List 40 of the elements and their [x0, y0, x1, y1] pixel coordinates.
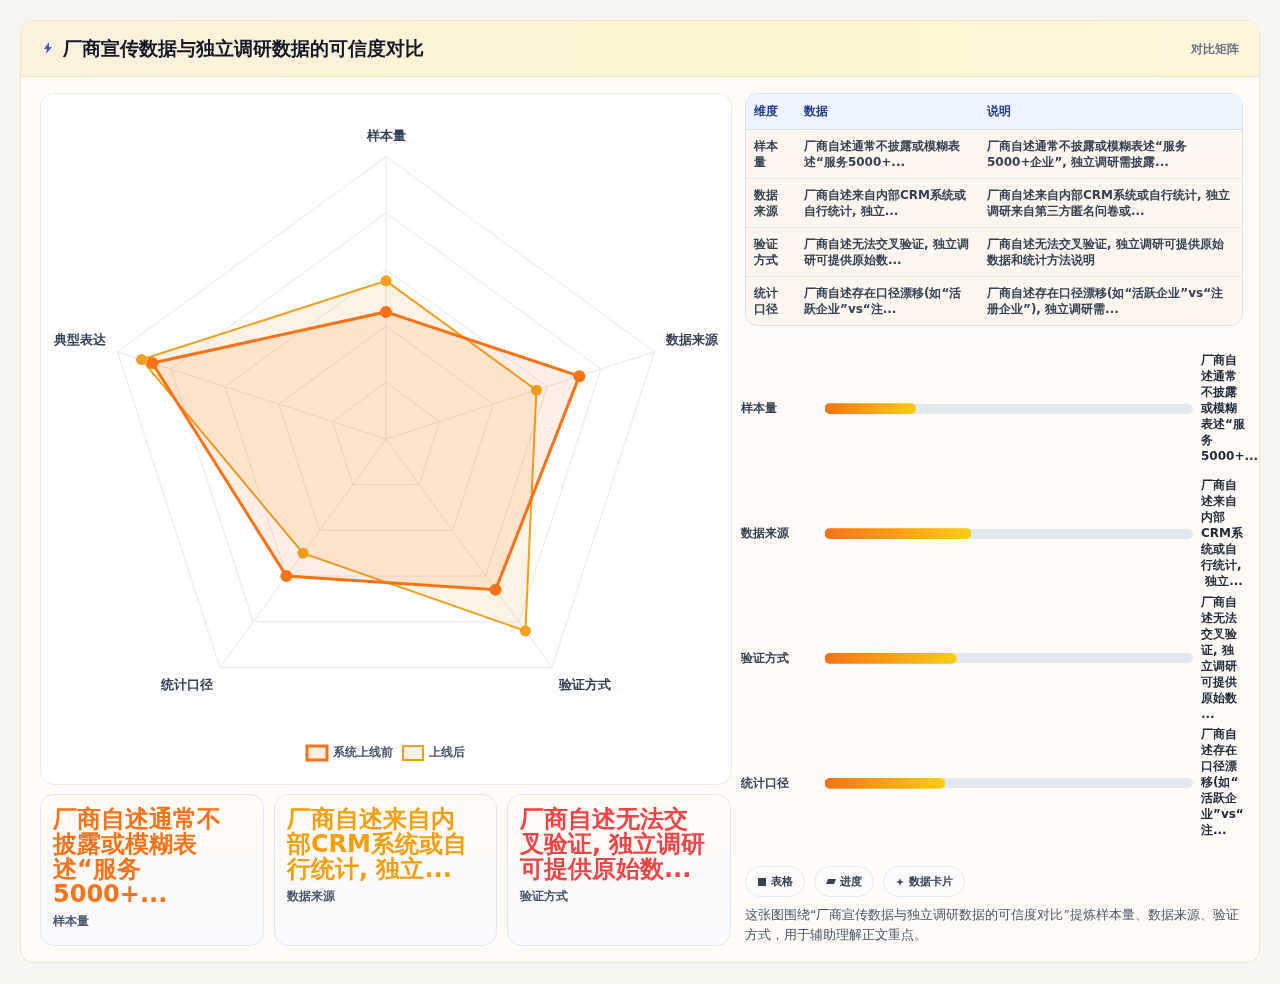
text: 验证方式	[520, 888, 569, 904]
text: 厂商自述通常不披露或模糊表述“服务5000+企业”, 独立调研需披露...	[979, 129, 1242, 179]
text: 进度	[814, 866, 874, 897]
text: 厂商宣传数据与独立调研数据的可信度对比	[63, 36, 424, 61]
text: 这张图围绕“厂商宣传数据与独立调研数据的可信度对比”提炼样本量、数据来源、验证方式，用于辅助理解正文重点。	[745, 906, 1240, 944]
text: 厂商自述存在口径漂移(如“活跃企业”vs“注册企业”), 独立调研需...	[986, 285, 1225, 318]
spoke-label: 样本量	[365, 128, 406, 144]
legend-label: 系统上线前	[332, 745, 393, 760]
y-tick-label: 数据来源	[740, 525, 790, 540]
bar	[825, 403, 916, 414]
text: 厂商自述通常不披露或模糊表述“服务5000+...	[1200, 352, 1259, 463]
text: 厂商自述通常不披露或模糊表述“服务5000+...	[53, 805, 221, 908]
text: 厂商自述来自内部CRM系统或自行统计, 独立调研来自第三方匿名问卷或...	[979, 178, 1242, 228]
text: 数据	[796, 94, 979, 130]
text: 厂商自述存在口径漂移(如“活跃企业”vs“注...	[803, 285, 963, 318]
spoke-label: 统计口径	[159, 676, 213, 692]
text: 厂商自述来自内部CRM系统或自行统计, 独立...	[287, 805, 467, 883]
text: 厂商自述无法交叉验证, 独立调研可提供原始数...	[520, 805, 706, 883]
text: 厂商自述无法交叉验证, 独立调研可提供原始数...	[1200, 594, 1238, 721]
text: 厂商自述来自内部CRM系统或自行统计, 独立...	[796, 178, 979, 228]
bar	[825, 778, 946, 789]
spoke-label: 数据来源	[664, 331, 719, 347]
text: 维度	[746, 94, 796, 130]
text: 说明	[979, 94, 1242, 130]
text: 厂商自述来自内部CRM系统或自行统计, 独立...	[1200, 477, 1244, 588]
text: 厂商自述无法交叉验证, 独立调研可提供原始数...	[796, 227, 979, 277]
legend-label: 上线后	[428, 745, 465, 760]
y-tick-label: 验证方式	[740, 650, 789, 665]
y-tick-label: 统计口径	[740, 775, 789, 790]
text: 数据卡片	[883, 866, 965, 897]
text: 厂商自述通常不披露或模糊表述“服务5000+...	[796, 129, 979, 179]
text: 数据来源	[287, 888, 336, 904]
text: 表格	[745, 866, 805, 897]
text: 对比矩阵	[1191, 41, 1239, 58]
text: 样本量	[53, 913, 90, 929]
spoke-label: 典型表达	[53, 331, 108, 347]
text: 厂商自述存在口径漂移(如“活跃企业”vs“注...	[1200, 727, 1244, 838]
spoke-label: 验证方式	[558, 676, 612, 692]
text: 厂商自述无法交叉验证, 独立调研可提供原始数据和统计方法说明	[979, 227, 1242, 277]
y-tick-label: 样本量	[740, 400, 777, 415]
